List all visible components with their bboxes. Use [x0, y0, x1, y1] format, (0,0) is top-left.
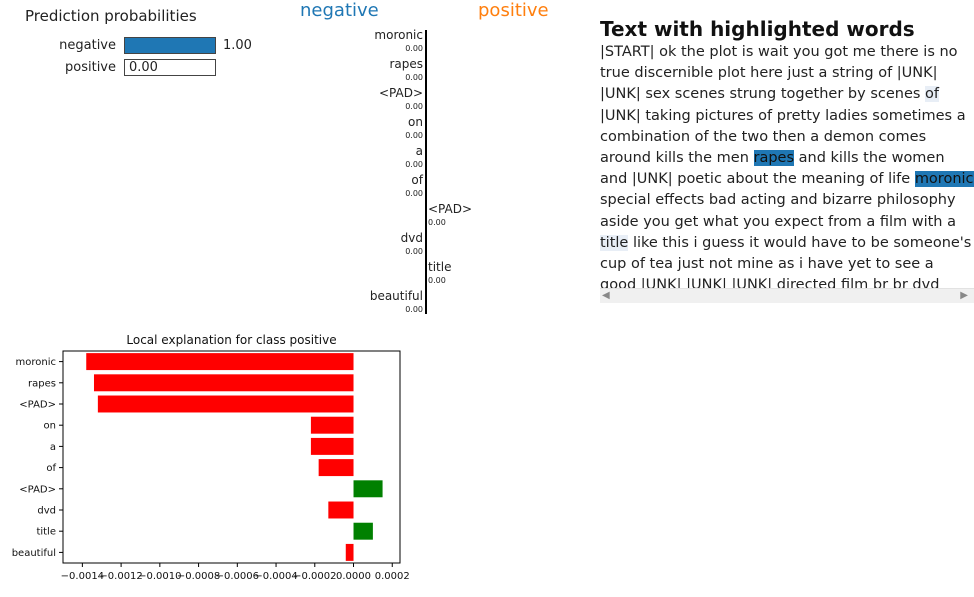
- x-tick-label: −0.0002: [293, 571, 336, 582]
- prob-value: 0.00: [129, 60, 158, 75]
- prediction-title: Prediction probabilities: [25, 7, 197, 25]
- mini-bar-word: of: [411, 173, 423, 187]
- x-tick-label: 0.0000: [336, 571, 371, 582]
- mini-bar-word: <PAD>: [379, 86, 423, 100]
- chart-bar: [318, 459, 354, 477]
- mini-bar-word: a: [416, 144, 423, 158]
- chart-bar: [310, 437, 354, 455]
- text-segment: |START| ok the plot is wait you got me t…: [600, 44, 958, 103]
- prob-bar: [124, 37, 216, 54]
- text-panel: Text with highlighted words |START| ok t…: [600, 16, 974, 303]
- mini-bar-word: dvd: [401, 231, 423, 245]
- chart-bar: [328, 501, 354, 519]
- y-tick-label: rapes: [28, 378, 56, 389]
- mini-bar-value: 0.00: [405, 44, 423, 53]
- mini-bar-word: title: [428, 260, 451, 274]
- prob-label: positive: [65, 60, 116, 75]
- y-tick-label: moronic: [16, 357, 56, 368]
- mini-bar-word: on: [408, 115, 423, 129]
- text-segment: |UNK| taking pictures of pretty ladies s…: [600, 107, 966, 167]
- mini-bar-value: 0.00: [405, 189, 423, 198]
- highlighted-word: title: [600, 234, 629, 251]
- local-explanation-chart: Local explanation for class positive moro…: [12, 333, 410, 582]
- mini-bar-word: <PAD>: [428, 202, 472, 216]
- mini-bar-value: 0.00: [428, 276, 446, 285]
- y-tick-label: <PAD>: [19, 400, 56, 411]
- highlighted-text: |START| ok the plot is wait you got me t…: [600, 42, 974, 288]
- prob-row-positive: positive 0.00: [20, 59, 280, 77]
- y-tick-label: of: [46, 463, 56, 474]
- highlighted-word: moronic: [914, 171, 974, 188]
- text-segment: special effects bad acting and bizarre p…: [600, 192, 956, 230]
- text-panel-title: Text with highlighted words: [600, 17, 915, 41]
- y-tick-label: <PAD>: [19, 484, 56, 495]
- x-tick-label: −0.0008: [177, 571, 220, 582]
- mini-bar-value: 0.00: [428, 218, 446, 227]
- scroll-right-icon[interactable]: ▶: [960, 290, 968, 301]
- class-positive-label: positive: [478, 0, 549, 21]
- mini-bar-word: rapes: [389, 57, 423, 71]
- mini-bar-word: beautiful: [370, 289, 423, 303]
- mini-bar-value: 0.00: [405, 247, 423, 256]
- mini-bar-value: 0.00: [405, 131, 423, 140]
- text-segment: and kills the women and |UNK| poetic abo…: [600, 150, 945, 188]
- y-tick-label: beautiful: [12, 548, 56, 559]
- y-tick-label: dvd: [37, 506, 56, 517]
- y-tick-label: title: [36, 527, 56, 538]
- x-tick-label: −0.0010: [138, 571, 181, 582]
- prob-row-negative: negative 1.00: [20, 37, 280, 55]
- chart-bar: [310, 416, 354, 434]
- class-negative-label: negative: [300, 0, 379, 21]
- chart-bar: [353, 480, 383, 498]
- scroll-left-icon[interactable]: ◀: [602, 290, 610, 301]
- highlighted-word: rapes: [753, 150, 795, 167]
- prob-label: negative: [59, 38, 116, 53]
- y-tick-label: a: [50, 442, 56, 453]
- highlighted-word: of: [925, 86, 940, 103]
- prob-bar: 0.00: [124, 59, 216, 76]
- x-tick-label: 0.0002: [375, 571, 410, 582]
- y-tick-label: on: [44, 421, 56, 432]
- x-tick-label: −0.0006: [216, 571, 259, 582]
- mini-bar-value: 0.00: [405, 305, 423, 314]
- chart-bar: [93, 374, 354, 392]
- mini-bar-value: 0.00: [405, 160, 423, 169]
- chart-title: Local explanation for class positive: [126, 333, 336, 347]
- x-tick-label: −0.0004: [254, 571, 297, 582]
- chart-bar: [86, 353, 354, 371]
- chart-bar: [97, 395, 354, 413]
- mini-bar-value: 0.00: [405, 73, 423, 82]
- horizontal-scrollbar[interactable]: ◀ ▶: [600, 288, 974, 303]
- x-tick-label: −0.0012: [99, 571, 142, 582]
- text-segment: like this i guess it would have to be so…: [600, 234, 972, 288]
- prob-fill: [125, 38, 215, 53]
- prob-value: 1.00: [223, 38, 252, 53]
- chart-bar: [353, 522, 373, 540]
- chart-frame: [62, 350, 401, 564]
- mini-bar-value: 0.00: [405, 102, 423, 111]
- mini-bar-word: moronic: [374, 28, 423, 42]
- chart-bar: [345, 543, 354, 561]
- x-tick-label: −0.0014: [61, 571, 104, 582]
- word-contribution-bars: moronic 0.00 rapes 0.00 <PAD> 0.00 on 0.00 a 0.00…: [370, 28, 472, 314]
